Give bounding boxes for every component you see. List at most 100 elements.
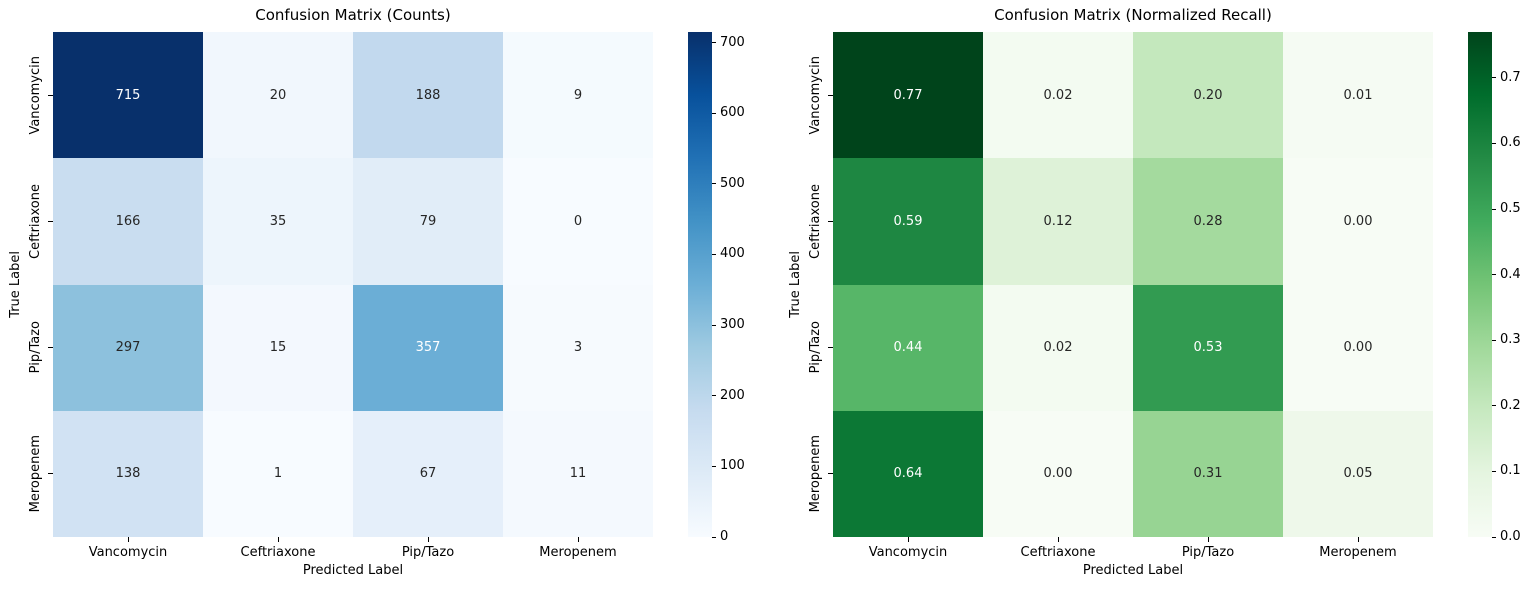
y-tick-mark	[828, 347, 833, 349]
cell-value: 166	[115, 213, 141, 229]
chart-title: Confusion Matrix (Counts)	[255, 6, 451, 24]
colorbar-tick-label: 0.4	[1500, 266, 1521, 282]
heatmap: 0.77 0.02 0.20 0.01 0.59 0.12 0.28 0.00 0.44 0.02…	[833, 32, 1433, 537]
heatmap-cell: 0.00	[1283, 158, 1433, 285]
heatmap-cell: 0.31	[1133, 410, 1283, 537]
y-tick-mark	[48, 220, 53, 222]
x-tick-label: Vancomycin	[868, 545, 948, 560]
heatmap-cell: 79	[353, 158, 503, 285]
colorbar-tick-label: 0.0	[1500, 529, 1521, 544]
cell-value: 9	[573, 87, 583, 103]
colorbar-tick-mark	[712, 536, 716, 538]
cell-value: 11	[569, 466, 587, 482]
heatmap-cell: 0.20	[1133, 32, 1283, 159]
heatmap-cell: 715	[53, 32, 203, 159]
colorbar-tick-label: 700	[720, 34, 745, 50]
x-tick-label: Meropenem	[539, 545, 617, 560]
heatmap-cell: 0.28	[1133, 158, 1283, 285]
cell-value: 0.02	[1043, 87, 1073, 103]
heatmap-cell: 0.12	[983, 158, 1133, 285]
cell-value: 0.20	[1193, 87, 1223, 103]
y-tick-mark	[48, 347, 53, 349]
colorbar-tick-label: 0	[720, 529, 729, 544]
x-axis-label: Predicted Label	[302, 563, 404, 578]
y-axis-label: True Label	[7, 32, 24, 537]
colorbar	[688, 32, 712, 537]
cell-value: 0.28	[1193, 213, 1223, 229]
cell-value: 0.01	[1343, 87, 1373, 103]
heatmap-cell: 0.02	[983, 284, 1133, 411]
cell-value: 15	[269, 340, 287, 356]
heatmap: 715 20 188 9 166 35 79 0 297 15 357 3 138 1 67 11	[53, 32, 653, 537]
cell-value: 3	[573, 340, 583, 356]
y-tick-mark	[48, 94, 53, 96]
cell-value: 0.64	[893, 466, 923, 482]
colorbar-tick-label: 200	[720, 387, 745, 403]
x-tick-mark	[127, 537, 129, 542]
x-tick-mark	[277, 537, 279, 542]
y-tick-label-text: Ceftriaxone	[27, 183, 43, 259]
y-tick-label-text: Vancomycin	[27, 55, 43, 135]
colorbar-tick-mark	[1492, 142, 1496, 144]
y-tick-label: Pip/Tazo	[805, 285, 825, 411]
cell-value: 138	[115, 466, 141, 482]
cell-value: 297	[115, 340, 141, 356]
heatmap-cell: 35	[203, 158, 353, 285]
cell-value: 0.00	[1043, 466, 1073, 482]
y-tick-label-text: Meropenem	[807, 435, 823, 513]
heatmap-cell: 0.05	[1283, 410, 1433, 537]
colorbar-tick-mark	[1492, 405, 1496, 407]
heatmap-cell: 166	[53, 158, 203, 285]
cell-value: 67	[419, 466, 437, 482]
colorbar-tick-mark	[712, 253, 716, 255]
heatmap-cell: 188	[353, 32, 503, 159]
x-tick-label: Ceftriaxone	[240, 545, 316, 560]
cell-value: 1	[273, 466, 283, 482]
y-tick-label: Ceftriaxone	[25, 158, 45, 284]
x-tick-label: Pip/Tazo	[1181, 545, 1235, 560]
colorbar-tick-label: 500	[720, 175, 745, 191]
colorbar-tick-mark	[712, 183, 716, 185]
colorbar-tick-mark	[712, 465, 716, 467]
colorbar-tick-mark	[1492, 536, 1496, 538]
cell-value: 20	[269, 87, 287, 103]
colorbar-tick-label: 600	[720, 105, 745, 121]
cell-value: 0.53	[1193, 340, 1223, 356]
colorbar-tick-label: 0.6	[1500, 135, 1521, 151]
colorbar	[1468, 32, 1492, 537]
y-tick-mark	[48, 473, 53, 475]
chart-title: Confusion Matrix (Normalized Recall)	[994, 6, 1272, 24]
heatmap-cell: 138	[53, 410, 203, 537]
cell-value: 0.59	[893, 213, 923, 229]
heatmap-cell: 0.64	[833, 410, 983, 537]
y-tick-label: Pip/Tazo	[25, 285, 45, 411]
x-tick-mark	[427, 537, 429, 542]
heatmap-cell: 9	[503, 32, 653, 159]
y-tick-label: Vancomycin	[25, 32, 45, 158]
cell-value: 35	[269, 213, 287, 229]
colorbar-tick-mark	[1492, 339, 1496, 341]
heatmap-cell: 0.00	[983, 410, 1133, 537]
y-tick-label: Vancomycin	[805, 32, 825, 158]
colorbar-tick-label: 0.5	[1500, 201, 1521, 217]
colorbar-tick-label: 100	[720, 458, 745, 474]
heatmap-cell: 0.02	[983, 32, 1133, 159]
y-tick-label: Meropenem	[805, 411, 825, 537]
heatmap-cell: 15	[203, 284, 353, 411]
heatmap-cell: 297	[53, 284, 203, 411]
colorbar-tick-mark	[1492, 470, 1496, 472]
cell-value: 0.00	[1343, 213, 1373, 229]
y-axis-label-text: True Label	[8, 251, 23, 318]
x-tick-mark	[1357, 537, 1359, 542]
colorbar-tick-label: 300	[720, 317, 745, 333]
y-tick-label-text: Pip/Tazo	[27, 321, 43, 374]
x-tick-label: Meropenem	[1319, 545, 1397, 560]
cell-value: 0.12	[1043, 213, 1073, 229]
y-tick-label-text: Meropenem	[27, 435, 43, 513]
cell-value: 0.77	[893, 87, 923, 103]
colorbar-tick-mark	[1492, 274, 1496, 276]
colorbar-tick-label: 400	[720, 246, 745, 262]
colorbar-tick-label: 0.2	[1500, 397, 1521, 413]
colorbar-tick-mark	[712, 324, 716, 326]
